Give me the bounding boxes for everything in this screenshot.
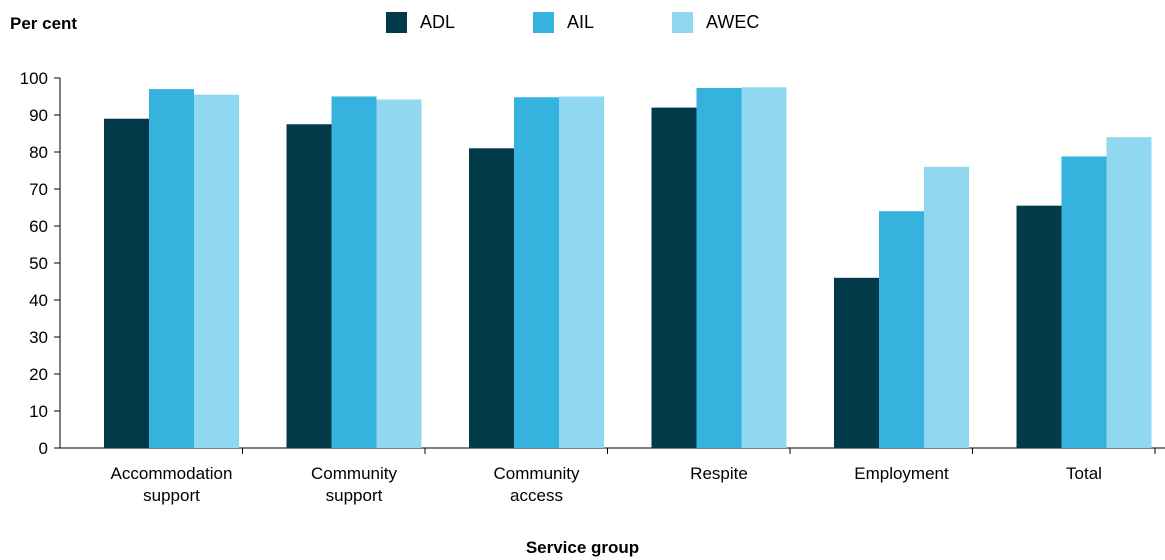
y-tick-label: 90: [29, 106, 48, 125]
bar-ail-5: [1061, 156, 1107, 448]
y-axis-title: Per cent: [10, 14, 78, 33]
x-tick-label: support: [143, 486, 200, 505]
legend-label-adl: ADL: [420, 12, 456, 32]
legend-label-awec: AWEC: [706, 12, 760, 32]
x-tick-label: support: [326, 486, 383, 505]
legend: ADL AIL AWEC: [386, 12, 837, 33]
y-tick-label: 60: [29, 217, 48, 236]
x-tick-label: Employment: [854, 464, 949, 483]
x-tick-label: access: [510, 486, 563, 505]
legend-label-ail: AIL: [567, 12, 595, 32]
y-tick-label: 50: [29, 254, 48, 273]
y-tick-label: 30: [29, 328, 48, 347]
y-tick-label: 0: [39, 439, 48, 458]
bar-awec-2: [559, 96, 604, 448]
y-tick-label: 40: [29, 291, 48, 310]
bar-awec-1: [376, 99, 422, 449]
legend-swatch-adl: [386, 12, 407, 33]
bar-adl-3: [651, 107, 697, 448]
y-tick-label: 80: [29, 143, 48, 162]
bar-awec-3: [741, 87, 787, 448]
bar-ail-3: [696, 87, 742, 449]
bar-ail-1: [331, 96, 377, 448]
legend-swatch-awec: [672, 12, 694, 33]
bar-ail-2: [514, 97, 559, 449]
legend-swatch-ail: [533, 12, 555, 33]
x-tick-label: Community: [494, 464, 580, 483]
bar-adl-1: [286, 124, 332, 448]
bar-adl-2: [469, 148, 514, 449]
x-tick-label: Community: [311, 464, 397, 483]
x-tick-label: Accommodation: [111, 464, 233, 483]
x-tick-label: Total: [1066, 464, 1102, 483]
legend-item-awec: AWEC: [672, 12, 759, 33]
bar-adl-5: [1016, 205, 1062, 448]
bar-ail-4: [879, 211, 924, 448]
x-tick-label: Respite: [690, 464, 748, 483]
bar-awec-0: [194, 94, 239, 449]
legend-item-ail: AIL: [533, 12, 594, 33]
y-tick-label: 100: [20, 69, 48, 88]
bar-awec-5: [1106, 137, 1152, 448]
bar-ail-0: [149, 89, 194, 448]
bar-awec-4: [924, 166, 969, 449]
y-tick-label: 20: [29, 365, 48, 384]
x-axis-title: Service group: [525, 538, 640, 557]
legend-item-adl: ADL: [386, 12, 455, 33]
y-tick-label: 70: [29, 180, 48, 199]
bar-adl-0: [104, 118, 149, 448]
y-tick-label: 10: [29, 402, 48, 421]
bar-adl-4: [834, 277, 879, 448]
